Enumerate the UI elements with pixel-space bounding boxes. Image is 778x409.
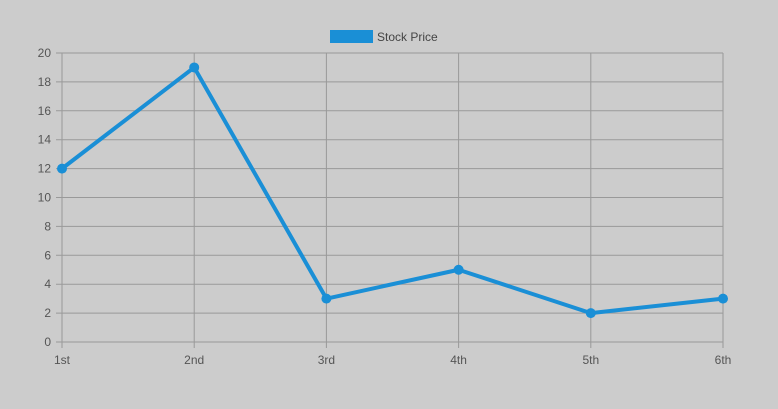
data-point[interactable] (189, 62, 200, 73)
y-tick-label: 14 (38, 133, 52, 147)
x-tick-label: 1st (54, 353, 71, 367)
y-axis-ticks: 0 2 4 6 8 10 12 14 16 18 20 (38, 46, 52, 349)
y-tick-label: 16 (38, 104, 52, 118)
y-tick-label: 8 (44, 219, 51, 233)
y-tick-label: 2 (44, 306, 51, 320)
data-point[interactable] (585, 308, 596, 319)
data-point[interactable] (453, 264, 464, 275)
y-tick-label: 18 (38, 75, 52, 89)
y-tick-label: 12 (38, 162, 52, 176)
legend-swatch[interactable] (330, 30, 373, 43)
x-tick-label: 6th (715, 353, 732, 367)
x-tick-label: 5th (582, 353, 599, 367)
series-stock-price (57, 62, 728, 319)
x-tick-label: 3rd (318, 353, 335, 367)
x-axis-ticks: 1st 2nd 3rd 4th 5th 6th (54, 353, 731, 367)
series-line (60, 65, 725, 316)
x-tick-label: 2nd (184, 353, 204, 367)
data-point[interactable] (718, 293, 728, 304)
y-tick-label: 4 (44, 277, 51, 291)
data-point[interactable] (57, 163, 67, 174)
data-point[interactable] (321, 293, 332, 304)
y-tick-label: 0 (44, 335, 51, 349)
legend-label[interactable]: Stock Price (377, 30, 438, 44)
x-tick-label: 4th (450, 353, 467, 367)
y-tick-label: 20 (38, 46, 52, 60)
y-tick-label: 6 (44, 248, 51, 262)
legend[interactable]: Stock Price (330, 30, 438, 44)
y-tick-label: 10 (38, 191, 52, 205)
